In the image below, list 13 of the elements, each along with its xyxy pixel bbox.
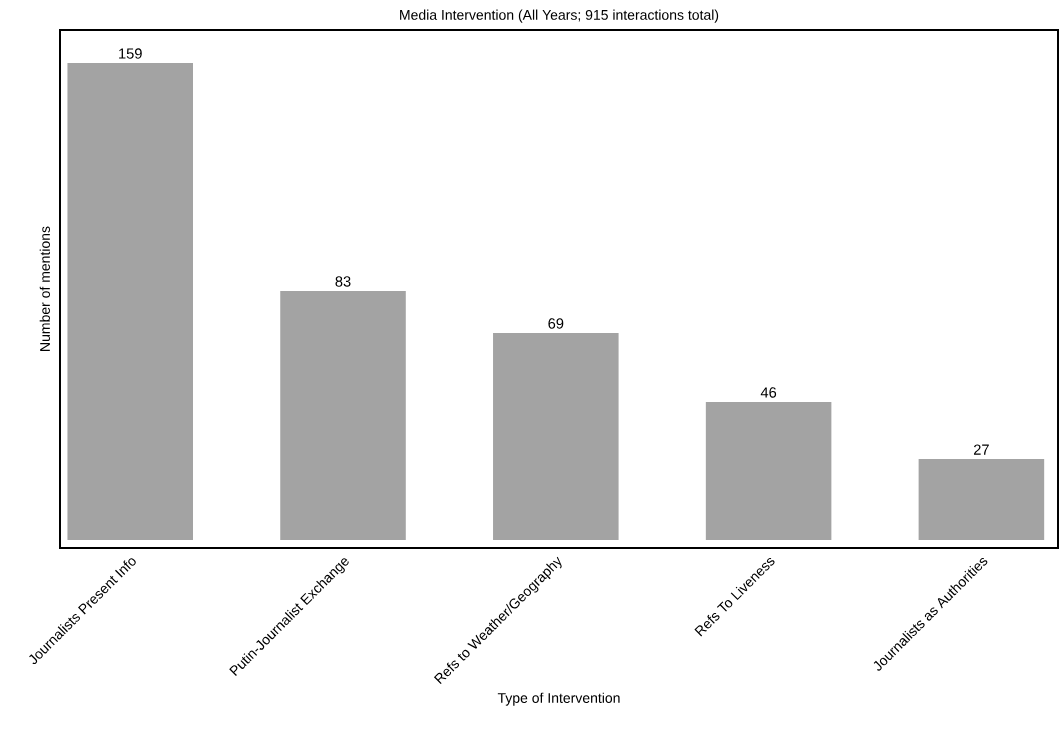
bar	[705, 401, 832, 540]
data-label: 159	[119, 48, 142, 59]
bar	[67, 62, 193, 540]
data-label: 83	[335, 276, 351, 287]
data-label: 46	[760, 387, 777, 398]
chart-title: Media Intervention (All Years; 915 interactions total)	[400, 9, 719, 23]
x-axis-title: Type of Intervention	[497, 692, 620, 706]
bar	[493, 332, 619, 540]
bar	[280, 290, 406, 540]
y-axis-title: Number of mentions	[39, 226, 50, 351]
bar	[918, 458, 1045, 540]
data-label: 27	[973, 444, 989, 455]
data-label: 69	[548, 318, 564, 329]
